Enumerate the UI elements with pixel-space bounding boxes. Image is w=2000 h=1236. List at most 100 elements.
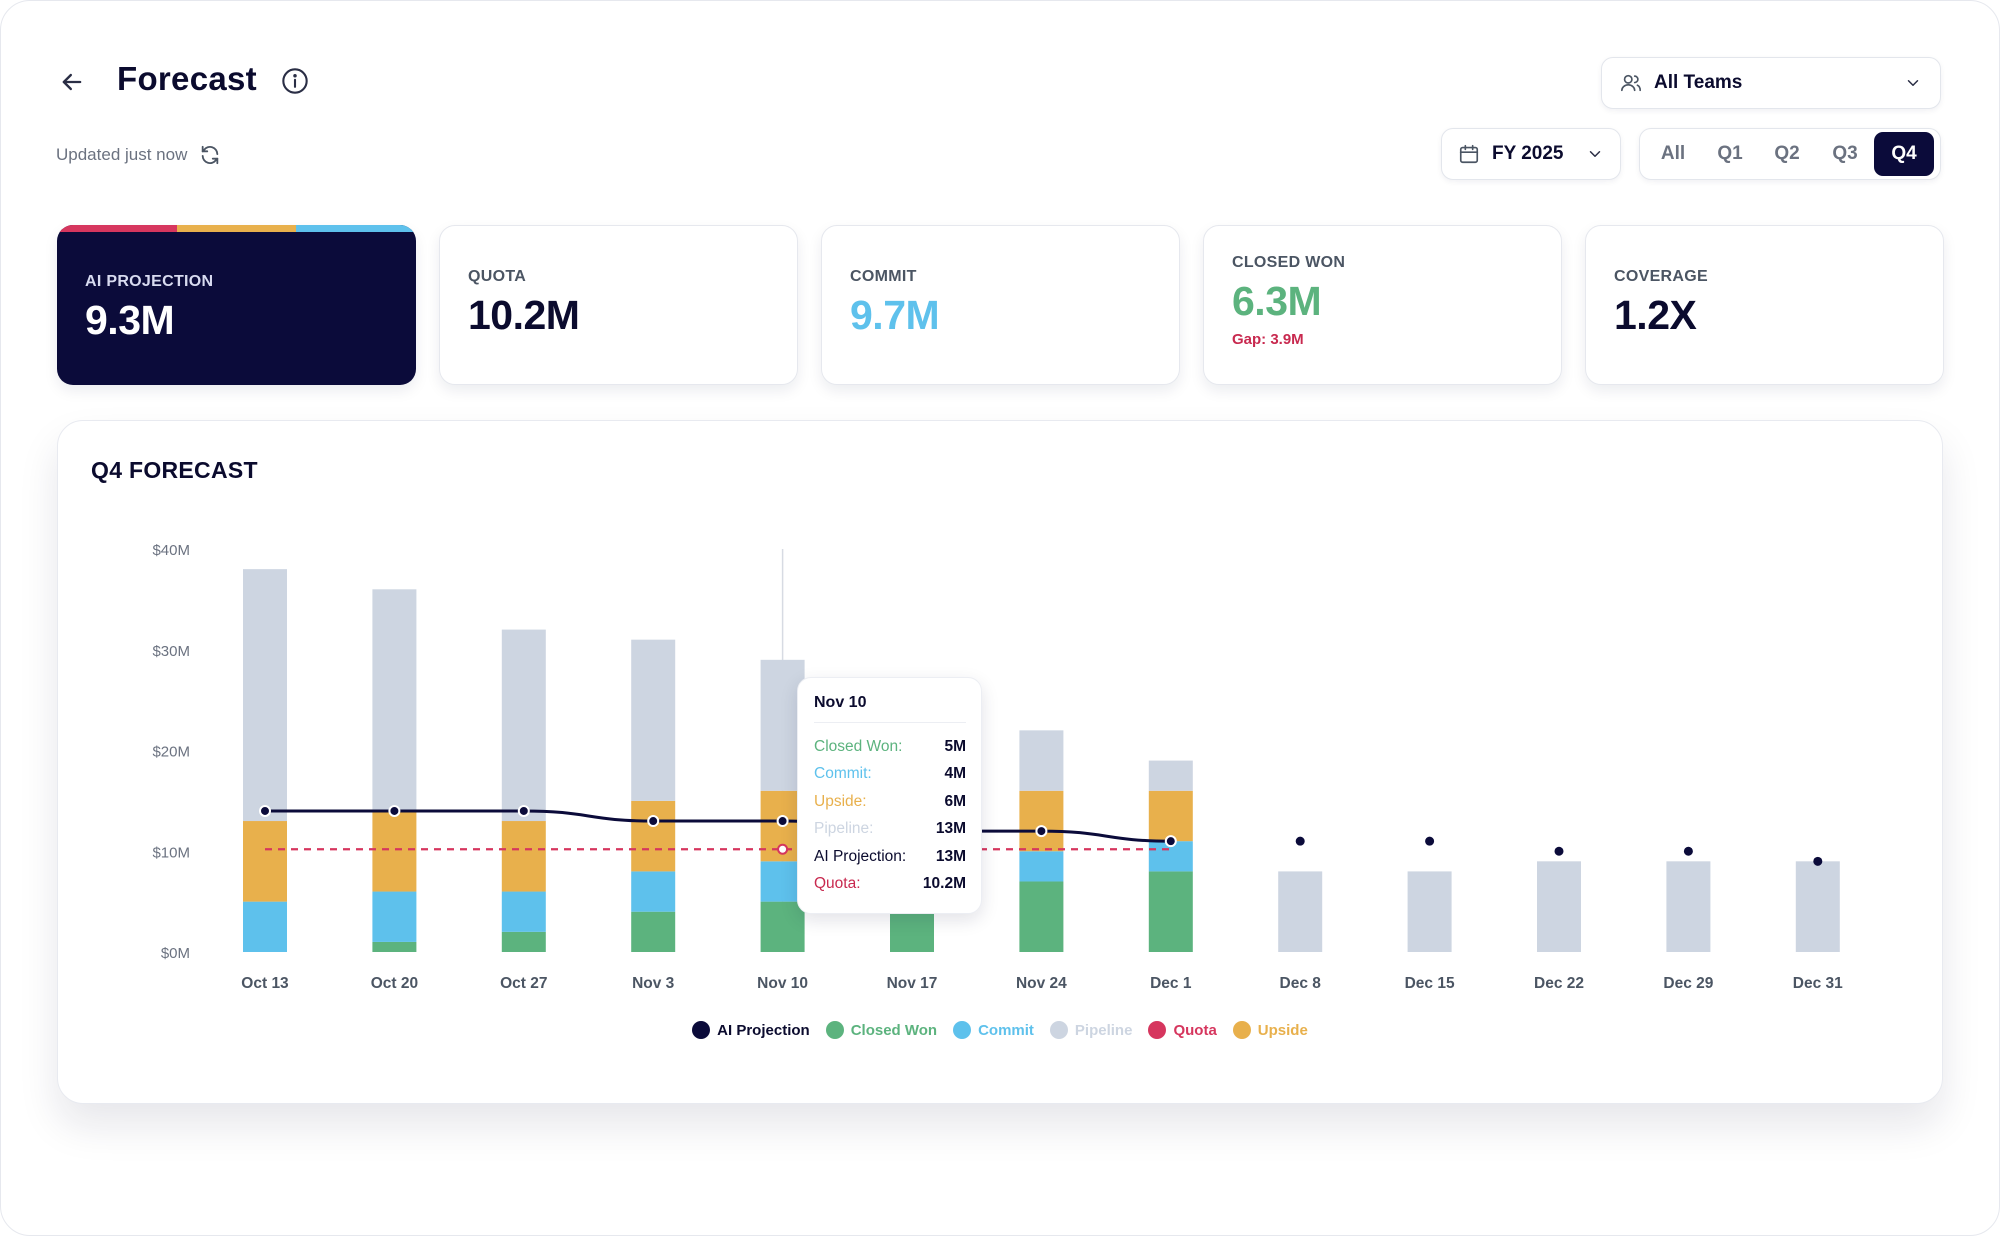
period-tabs: All Q1 Q2 Q3 Q4 [1639, 128, 1941, 180]
legend-dot [1049, 1021, 1068, 1039]
tooltip-row-value: 6M [944, 792, 966, 810]
tooltip-row-value: 13M [935, 847, 966, 865]
legend-dot [1232, 1021, 1251, 1039]
tooltip-row: Commit: 4M [814, 761, 966, 789]
bar-segment-pipeline [1278, 871, 1323, 952]
bar-segment-closed-won [372, 941, 417, 952]
x-tick-label: Nov 3 [632, 975, 675, 992]
tooltip-row-label: Pipeline: [814, 820, 874, 838]
x-tick-label: Dec 8 [1280, 975, 1322, 992]
y-tick-label: $30M [152, 643, 190, 660]
bar-segment-upside [1148, 790, 1193, 842]
ai-projection-point [776, 815, 789, 828]
x-tick-label: Dec 1 [1150, 975, 1192, 992]
tooltip-row-label: AI Projection: [814, 847, 907, 865]
kpi-label: COMMIT [850, 268, 917, 285]
tooltip-row-value: 4M [944, 765, 966, 783]
tooltip-row: Closed Won: 5M [814, 733, 966, 761]
page-title: Forecast [117, 60, 257, 97]
legend-dot [825, 1021, 844, 1039]
x-tick-label: Dec 29 [1663, 975, 1713, 992]
chart-legend: AI Projection Closed Won Commit Pipeline Quo… [0, 1021, 2000, 1039]
bar-segment-upside [631, 800, 676, 872]
ai-projection-point [1683, 846, 1693, 856]
legend-dot [692, 1021, 711, 1039]
tooltip-row: Upside: 6M [814, 788, 966, 816]
users-icon [1621, 74, 1641, 92]
info-icon[interactable] [281, 67, 309, 95]
x-tick-label: Nov 17 [887, 975, 938, 992]
tab-q4[interactable]: Q4 [1874, 132, 1934, 176]
legend-item[interactable]: Upside [1232, 1021, 1308, 1039]
calendar-icon [1459, 144, 1479, 164]
legend-label: Pipeline [1074, 1021, 1133, 1039]
team-select-value: All Teams [1654, 72, 1743, 93]
bar-segment-closed-won [501, 931, 546, 952]
chart-tooltip: Nov 10 Closed Won: 5M Commit: 4M Upside: 6M Pi… [797, 677, 982, 914]
bar-segment-upside [1019, 790, 1064, 852]
x-tick-label: Oct 20 [371, 975, 418, 992]
tooltip-row-label: Quota: [814, 875, 861, 893]
arrow-left-icon [62, 73, 82, 91]
tab-all[interactable]: All [1660, 143, 1686, 164]
kpi-value: 6.3M [1232, 278, 1322, 324]
kpi-value: 10.2M [468, 292, 580, 338]
legend-dot [1148, 1021, 1167, 1039]
tooltip-row-label: Closed Won: [814, 737, 903, 755]
kpi-color-stripe [57, 225, 416, 232]
x-tick-label: Nov 10 [757, 975, 808, 992]
bar-segment-closed-won [760, 901, 805, 952]
kpi-quota: QUOTA 10.2M [439, 225, 798, 385]
bar-segment-commit [501, 891, 546, 932]
x-tick-label: Dec 15 [1405, 975, 1455, 992]
tab-q3[interactable]: Q3 [1832, 143, 1858, 164]
ai-projection-line [265, 809, 1171, 843]
team-select[interactable]: All Teams [1601, 57, 1941, 109]
tooltip-row-value: 10.2M [922, 875, 966, 893]
legend-item[interactable]: Closed Won [825, 1021, 938, 1039]
refresh-icon[interactable] [199, 144, 221, 166]
legend-item[interactable]: Pipeline [1049, 1021, 1133, 1039]
legend-label: Quota [1173, 1021, 1217, 1039]
tooltip-row-label: Commit: [814, 765, 872, 783]
bar-segment-upside [243, 821, 287, 902]
ai-projection-point [1295, 836, 1305, 846]
tooltip-row-value: 13M [935, 820, 966, 838]
bar-segment-closed-won [631, 911, 676, 952]
kpi-value: 1.2X [1614, 292, 1697, 338]
tooltip-row: Pipeline: 13M [814, 816, 966, 844]
ai-projection-point [517, 804, 530, 817]
bar-segment-upside [501, 821, 546, 892]
legend-item[interactable]: Commit [953, 1021, 1034, 1039]
fiscal-year-select[interactable]: FY 2025 [1441, 128, 1621, 180]
tooltip-row-value: 5M [944, 737, 966, 755]
forecast-chart-card: Q4 FORECAST [57, 420, 1943, 1104]
tooltip-row: Quota: 10.2M [814, 871, 966, 899]
back-button[interactable] [54, 64, 90, 100]
chevron-down-icon [1589, 151, 1601, 157]
bar-segment-commit [243, 901, 287, 952]
chevron-down-icon [1907, 80, 1919, 86]
bar-segment-closed-won [1148, 871, 1193, 952]
legend-label: Closed Won [850, 1021, 938, 1039]
ai-projection-point [1164, 835, 1177, 848]
x-tick-label: Nov 24 [1016, 975, 1067, 992]
ai-projection-point [1425, 836, 1435, 846]
bar-segment-pipeline [1795, 861, 1840, 952]
tab-q2[interactable]: Q2 [1774, 143, 1800, 164]
bar-segment-upside [372, 810, 417, 892]
tab-q1[interactable]: Q1 [1717, 143, 1743, 164]
bar-segment-closed-won [1019, 881, 1064, 952]
bar-segment-pipeline [631, 639, 676, 801]
tooltip-title: Nov 10 [814, 694, 966, 723]
legend-item[interactable]: Quota [1148, 1021, 1217, 1039]
x-tick-label: Dec 31 [1793, 975, 1843, 992]
bar-segment-pipeline [243, 569, 287, 822]
y-tick-label: $0M [161, 945, 190, 962]
quota-point [777, 843, 789, 855]
bar-segment-pipeline [1666, 861, 1711, 952]
ai-projection-point [388, 804, 401, 817]
bar-segment-pipeline [501, 629, 546, 822]
ai-projection-point [259, 804, 271, 817]
legend-item[interactable]: AI Projection [692, 1021, 810, 1039]
